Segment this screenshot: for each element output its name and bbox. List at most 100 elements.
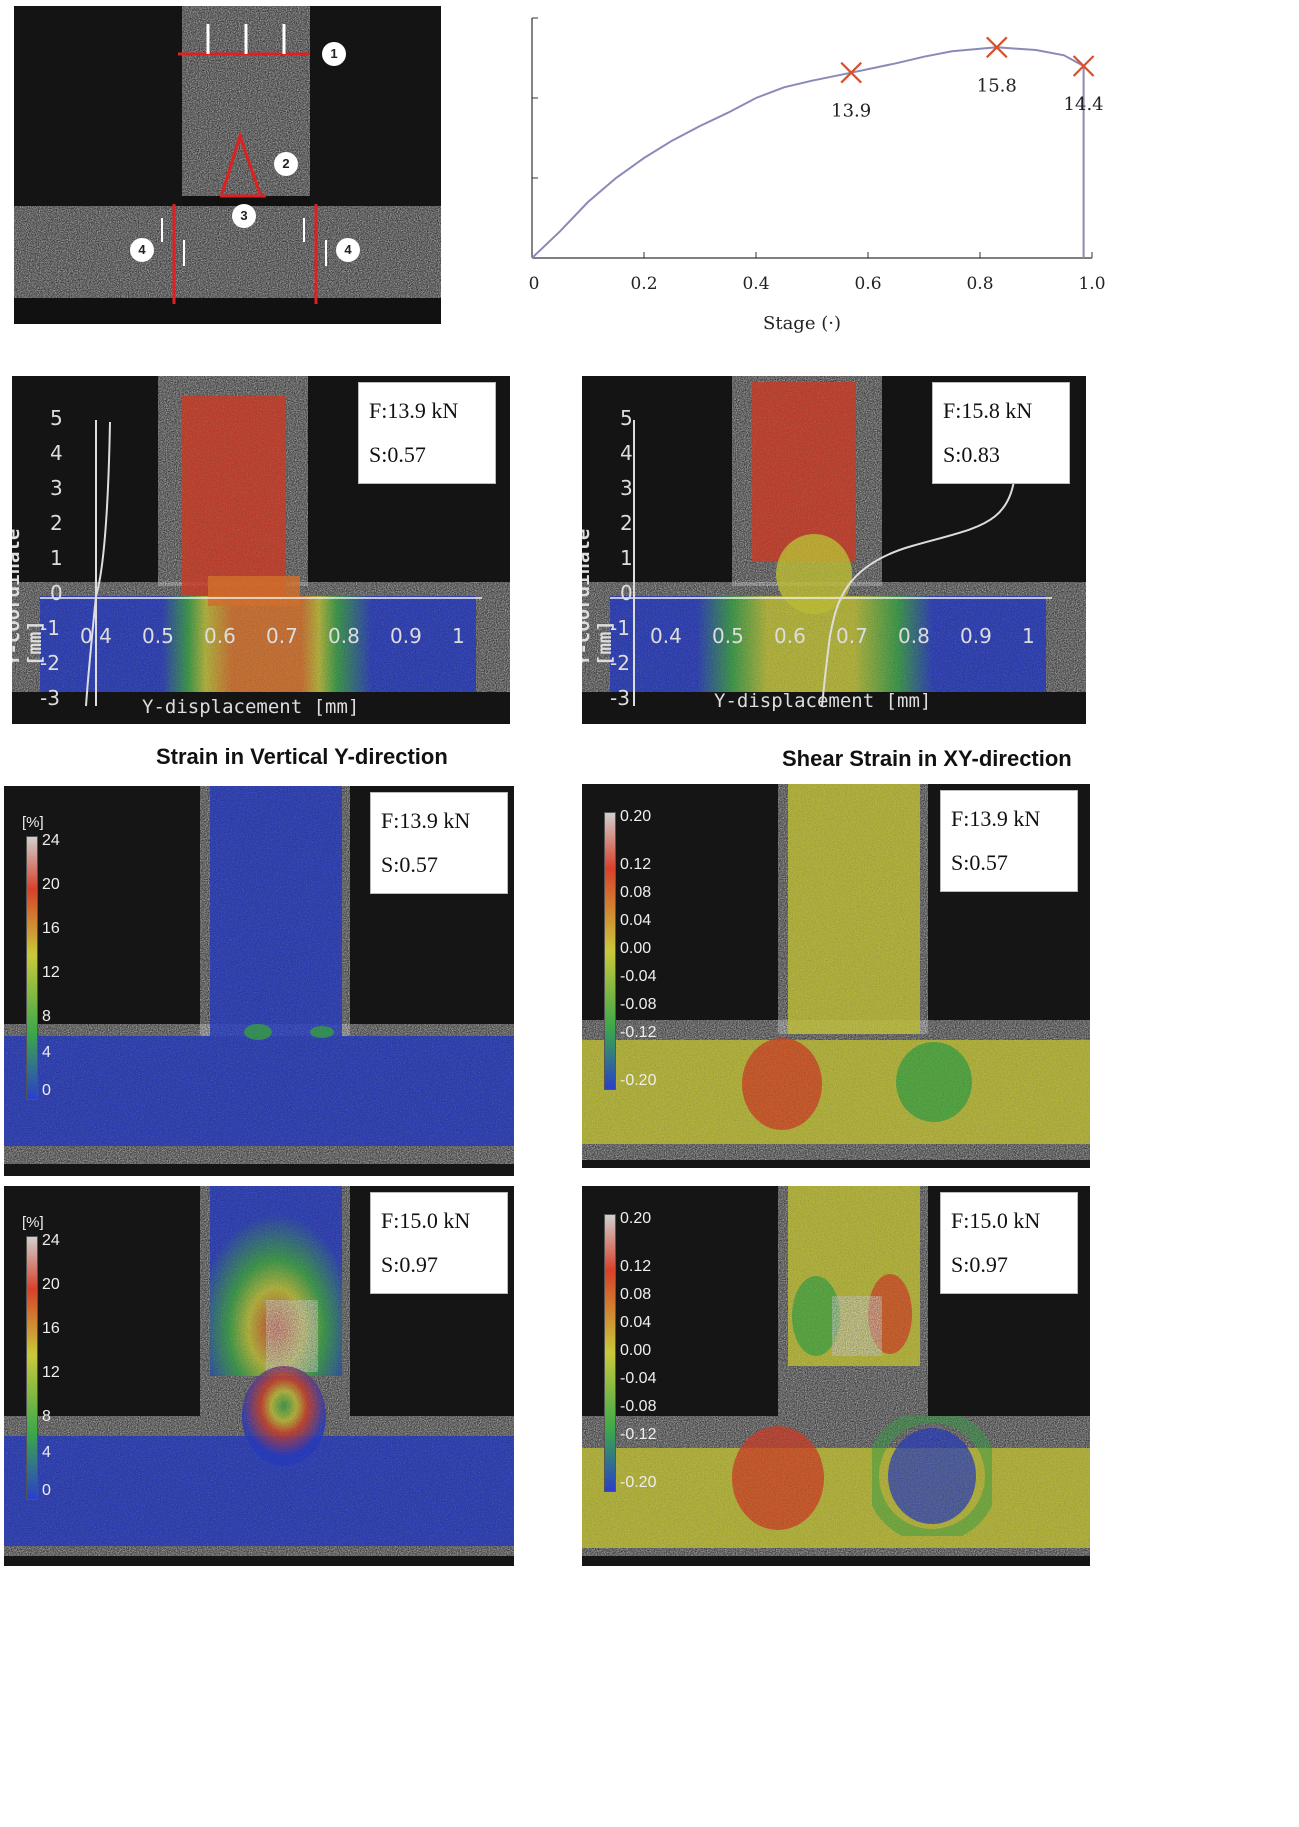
marker-value-label: 14.4: [1064, 94, 1104, 115]
x-axis-label: Y-displacement [mm]: [142, 696, 360, 718]
scale-tick: 20: [42, 1276, 60, 1293]
x-tick: 0.6: [774, 624, 806, 648]
y-tick: 5: [620, 406, 633, 430]
scale-tick: -0.04: [620, 1370, 657, 1387]
stage-value: S:0.97: [951, 1252, 1008, 1277]
y-tick: -1: [40, 616, 60, 640]
x-tick: 0.8: [898, 624, 930, 648]
shear-panel-2: F:15.0 kN S:0.97 0.20 0.12 0.08 0.04 0.0…: [582, 1186, 1090, 1566]
scale-gradient-bar: [26, 1236, 38, 1500]
scale-unit: [%]: [22, 1214, 44, 1231]
y-tick: 5: [50, 406, 63, 430]
peak-marker: [986, 36, 1008, 59]
marker-4-left: 4: [130, 238, 154, 262]
y-tick: -1: [610, 616, 630, 640]
y-tick: 3: [50, 476, 63, 500]
section-title-shear: Shear Strain in XY-direction: [782, 746, 1072, 771]
marker-4-right: 4: [336, 238, 360, 262]
scale-tick: 16: [42, 920, 60, 937]
scale-tick: 0: [42, 1082, 51, 1099]
scale-gradient-bar: [604, 812, 616, 1090]
x-tick: 0.5: [712, 624, 744, 648]
strain-panel-1: F:13.9 kN S:0.57 [%] 24 20 16 12 8 4 0: [4, 786, 514, 1176]
scale-unit: [%]: [22, 814, 44, 831]
x-tick: 0.4: [80, 624, 112, 648]
y-tick: 2: [50, 511, 63, 535]
scale-tick: 0.08: [620, 1286, 652, 1303]
stage-value: S:0.57: [369, 442, 426, 467]
scale-tick: 0.12: [620, 856, 652, 873]
force-stage-label: F:13.9 kN S:0.57: [358, 382, 496, 484]
force-stage-label: F:13.9 kN S:0.57: [940, 790, 1078, 892]
scale-tick: 0.00: [620, 1342, 652, 1359]
y-tick: 4: [620, 441, 633, 465]
y-tick: -2: [610, 651, 630, 675]
x-tick: 1: [452, 624, 465, 648]
strain-color-scale: [%] 24 20 16 12 8 4 0: [12, 1214, 82, 1514]
force-stage-label: F:15.0 kN S:0.97: [370, 1192, 508, 1294]
scale-tick: 0.12: [620, 1258, 652, 1275]
specimen-photo: 1 2 3 4 4: [14, 6, 441, 324]
x-tick-label: 0.2: [630, 274, 657, 294]
scale-tick: 0.20: [620, 1210, 652, 1227]
force-value: F:15.0 kN: [381, 1208, 471, 1233]
stage-value: S:0.97: [381, 1252, 438, 1277]
x-tick: 0.6: [204, 624, 236, 648]
force-curve-line: [531, 46, 1085, 259]
section-title-strain: Strain in Vertical Y-direction: [156, 744, 448, 769]
scale-tick: 0.00: [620, 940, 652, 957]
scale-tick: -0.08: [620, 1398, 657, 1415]
y-tick: 2: [620, 511, 633, 535]
scale-tick: 16: [42, 1320, 60, 1337]
x-tick: 0.7: [836, 624, 868, 648]
scale-tick: 24: [42, 832, 60, 849]
shear-panel-1: F:13.9 kN S:0.57 0.20 0.12 0.08 0.04 0.0…: [582, 784, 1090, 1168]
stage-value: S:0.57: [951, 850, 1008, 875]
x-tick: 0.9: [390, 624, 422, 648]
marker-value-label: 13.9: [831, 101, 871, 122]
stage-value: S:0.57: [381, 852, 438, 877]
marker-1: 1: [322, 42, 346, 66]
x-tick-label: 0.8: [966, 274, 993, 294]
y-tick: 0: [50, 581, 63, 605]
force-stage-label: F:13.9 kN S:0.57: [370, 792, 508, 894]
strain-color-scale: [%] 24 20 16 12 8 4 0: [12, 814, 82, 1114]
x-tick-label: 0: [529, 274, 540, 294]
scale-tick: -0.12: [620, 1426, 657, 1443]
scale-tick: -0.08: [620, 996, 657, 1013]
scale-tick: -0.20: [620, 1474, 657, 1491]
stage-value: S:0.83: [943, 442, 1000, 467]
scale-tick: -0.20: [620, 1072, 657, 1089]
y-tick: 3: [620, 476, 633, 500]
x-tick: 0.9: [960, 624, 992, 648]
scale-tick: 12: [42, 1364, 60, 1381]
force-stage-label: F:15.0 kN S:0.97: [940, 1192, 1078, 1294]
scale-tick: 0: [42, 1482, 51, 1499]
peak-marker: [840, 61, 862, 84]
displacement-panel-2: F:15.8 kN S:0.83 Y-coordinate [mm] Y-dis…: [582, 376, 1086, 724]
scale-tick: -0.04: [620, 968, 657, 985]
y-tick: 1: [620, 546, 633, 570]
scale-tick: 20: [42, 876, 60, 893]
x-tick: 0.5: [142, 624, 174, 648]
scale-gradient-bar: [26, 836, 38, 1100]
scale-tick: 4: [42, 1044, 51, 1061]
scale-gradient-bar: [604, 1214, 616, 1492]
marker-3: 3: [232, 204, 256, 228]
marker-value-label: 15.8: [977, 75, 1017, 96]
scale-tick: 0.04: [620, 1314, 652, 1331]
x-tick-label: 0.4: [742, 274, 769, 294]
scale-tick: 0.20: [620, 808, 652, 825]
x-tick: 0.7: [266, 624, 298, 648]
y-tick: 4: [50, 441, 63, 465]
shear-color-scale: 0.20 0.12 0.08 0.04 0.00 -0.04 -0.08 -0.…: [590, 808, 660, 1098]
x-axis-label: Stage (·): [763, 313, 841, 334]
force-value: F:13.9 kN: [381, 808, 471, 833]
peak-marker: [1072, 55, 1095, 77]
y-tick: -2: [40, 651, 60, 675]
y-tick: 1: [50, 546, 63, 570]
x-tick: 0.4: [650, 624, 682, 648]
force-value: F:15.8 kN: [943, 398, 1033, 423]
y-tick: -3: [40, 686, 60, 710]
